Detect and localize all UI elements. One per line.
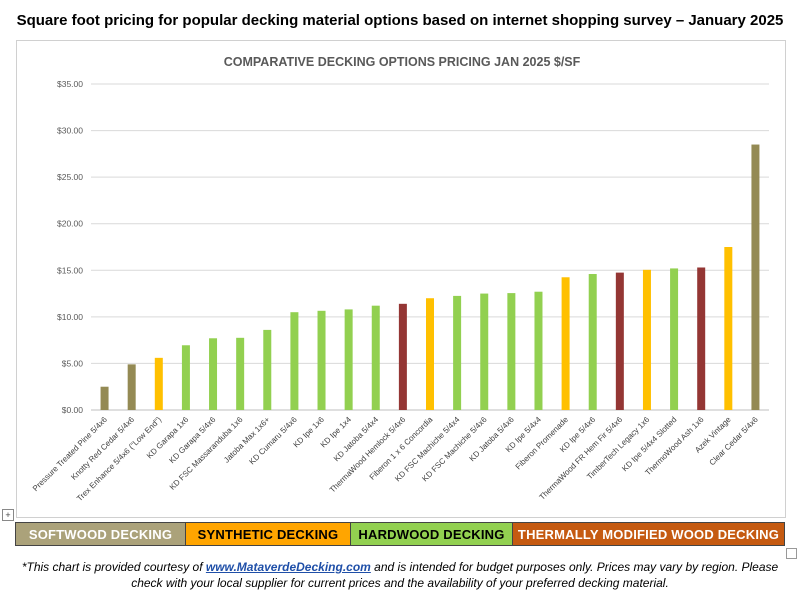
bar bbox=[154, 357, 163, 410]
bar bbox=[480, 293, 489, 410]
table-anchor-icon[interactable]: + bbox=[2, 509, 14, 521]
category-legend: SOFTWOOD DECKING SYNTHETIC DECKING HARDW… bbox=[15, 522, 785, 546]
bar bbox=[398, 303, 407, 410]
bar bbox=[588, 274, 597, 410]
bar bbox=[670, 268, 679, 410]
footnote: *This chart is provided courtesy of www.… bbox=[20, 559, 780, 591]
footnote-suffix: and is intended for budget purposes only… bbox=[131, 560, 779, 590]
bar bbox=[615, 272, 624, 410]
x-tick-label: Clear Cedar 5/4x6 bbox=[708, 415, 761, 468]
chart-area: COMPARATIVE DECKING OPTIONS PRICING JAN … bbox=[16, 40, 786, 518]
x-tick-label: KD Cumaru 5/4x6 bbox=[247, 415, 299, 467]
bar bbox=[453, 295, 462, 410]
bar bbox=[236, 337, 245, 410]
y-tick-label: $10.00 bbox=[57, 312, 83, 322]
bar bbox=[263, 329, 272, 410]
bar bbox=[344, 309, 353, 410]
bar bbox=[371, 305, 380, 410]
y-tick-label: $5.00 bbox=[62, 358, 84, 368]
bars bbox=[100, 144, 760, 410]
legend-softwood: SOFTWOOD DECKING bbox=[16, 523, 186, 545]
bar bbox=[724, 247, 733, 410]
bar bbox=[697, 267, 706, 410]
mataverde-link[interactable]: www.MataverdeDecking.com bbox=[205, 560, 371, 574]
page-headline: Square foot pricing for popular decking … bbox=[16, 12, 784, 29]
bar bbox=[209, 338, 218, 410]
y-tick-label: $25.00 bbox=[57, 172, 83, 182]
y-tick-label: $0.00 bbox=[62, 405, 84, 415]
bar bbox=[751, 144, 760, 410]
bar-chart: COMPARATIVE DECKING OPTIONS PRICING JAN … bbox=[31, 55, 769, 504]
y-axis-ticks: $0.00 $5.00 $10.00 $15.00 $20.00 $25.00 $30.00… bbox=[57, 79, 83, 415]
x-tick-label: KD Garapa 5/4x6 bbox=[167, 415, 217, 465]
bar bbox=[100, 386, 109, 410]
y-tick-label: $35.00 bbox=[57, 79, 83, 89]
bar bbox=[507, 293, 516, 410]
y-tick-label: $20.00 bbox=[57, 219, 83, 229]
legend-synthetic: SYNTHETIC DECKING bbox=[186, 523, 351, 545]
legend-hardwood: HARDWOOD DECKING bbox=[351, 523, 513, 545]
bar bbox=[642, 269, 651, 410]
y-tick-label: $30.00 bbox=[57, 126, 83, 136]
bar bbox=[561, 277, 570, 410]
footnote-prefix: *This chart is provided courtesy of bbox=[21, 560, 206, 574]
bar bbox=[534, 291, 543, 410]
x-tick-label: Jatoba Max 1x6+ bbox=[222, 415, 272, 465]
bar bbox=[317, 310, 326, 410]
chart-title: COMPARATIVE DECKING OPTIONS PRICING JAN … bbox=[224, 55, 581, 69]
bar bbox=[426, 298, 434, 410]
bar bbox=[127, 364, 136, 410]
bar bbox=[181, 345, 190, 410]
y-tick-label: $15.00 bbox=[57, 265, 83, 275]
legend-thermal: THERMALLY MODIFIED WOOD DECKING bbox=[513, 523, 784, 545]
resize-handle-icon[interactable] bbox=[786, 548, 797, 559]
bar bbox=[290, 312, 299, 410]
